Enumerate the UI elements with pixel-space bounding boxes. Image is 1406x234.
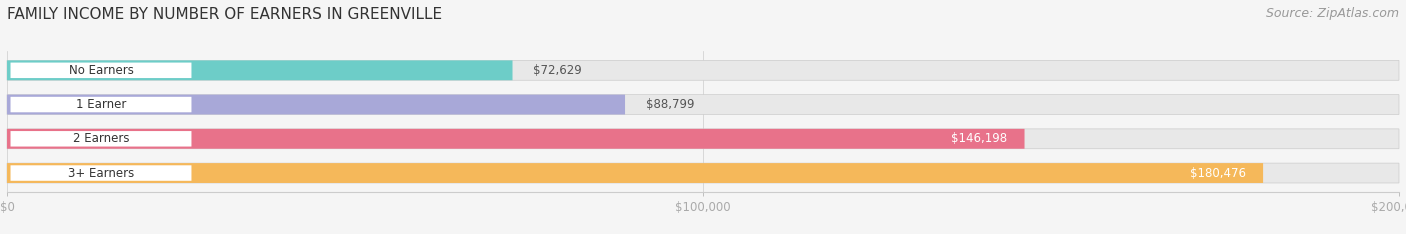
Text: 1 Earner: 1 Earner — [76, 98, 127, 111]
Text: Source: ZipAtlas.com: Source: ZipAtlas.com — [1265, 7, 1399, 20]
FancyBboxPatch shape — [10, 62, 191, 78]
Text: $88,799: $88,799 — [645, 98, 695, 111]
FancyBboxPatch shape — [10, 131, 191, 146]
FancyBboxPatch shape — [7, 129, 1399, 149]
FancyBboxPatch shape — [7, 163, 1263, 183]
Text: FAMILY INCOME BY NUMBER OF EARNERS IN GREENVILLE: FAMILY INCOME BY NUMBER OF EARNERS IN GR… — [7, 7, 441, 22]
FancyBboxPatch shape — [7, 95, 626, 114]
FancyBboxPatch shape — [7, 163, 1399, 183]
Text: 2 Earners: 2 Earners — [73, 132, 129, 145]
Text: $180,476: $180,476 — [1189, 167, 1246, 179]
FancyBboxPatch shape — [7, 60, 513, 80]
FancyBboxPatch shape — [7, 95, 1399, 114]
FancyBboxPatch shape — [10, 97, 191, 112]
Text: No Earners: No Earners — [69, 64, 134, 77]
Text: 3+ Earners: 3+ Earners — [67, 167, 134, 179]
Text: $146,198: $146,198 — [950, 132, 1007, 145]
FancyBboxPatch shape — [7, 60, 1399, 80]
FancyBboxPatch shape — [7, 129, 1025, 149]
FancyBboxPatch shape — [10, 165, 191, 181]
Text: $72,629: $72,629 — [533, 64, 582, 77]
